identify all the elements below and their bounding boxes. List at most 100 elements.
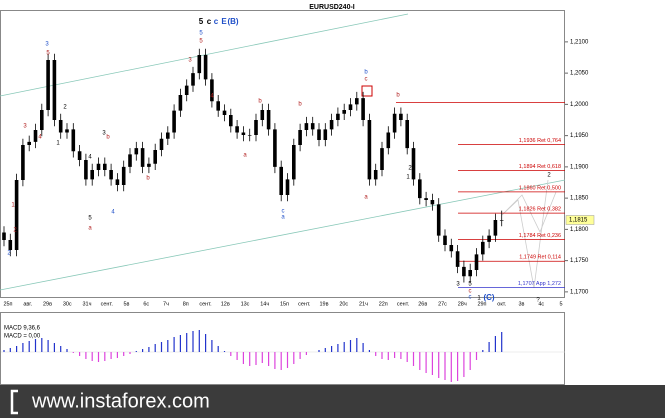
wave-label: 1	[477, 296, 481, 302]
wave-label: a	[364, 195, 368, 201]
candle-body	[392, 113, 397, 133]
candle-body	[229, 115, 233, 127]
candle-body	[336, 113, 340, 120]
y-tick-label: 1,1800	[570, 227, 589, 233]
wave-label: 5	[199, 17, 204, 26]
candle-body	[424, 198, 428, 200]
candle-body	[140, 148, 145, 167]
wave-label: ?	[536, 298, 540, 304]
brand: www.instaforex.com	[31, 390, 210, 412]
candle-body	[348, 104, 353, 110]
candle-body	[33, 130, 38, 142]
candle-body	[411, 148, 416, 180]
candle-body	[84, 160, 88, 180]
candle-body	[468, 270, 472, 277]
y-tick-label: 1,2000	[570, 102, 589, 108]
y-tick-label: 1,1900	[570, 164, 589, 170]
level-label: 1,1707 App 1,272	[518, 281, 561, 287]
wave-label: 3	[188, 58, 192, 64]
candle-body	[241, 132, 246, 135]
target-box	[361, 85, 373, 97]
x-tick-label: 6с	[143, 301, 149, 307]
candle-body	[279, 166, 283, 195]
x-tick-label: 29п	[477, 301, 486, 307]
candle-body	[8, 240, 13, 250]
candle-body	[247, 135, 252, 136]
candle-body	[304, 123, 309, 130]
candle-body	[499, 220, 504, 221]
candle-body	[373, 170, 378, 180]
x-tick-label: 19в	[319, 301, 328, 307]
wave-label: 3	[456, 282, 460, 288]
wave-label: 1	[406, 175, 410, 181]
candle-body	[386, 132, 391, 149]
x-tick-label: 28ч	[458, 301, 467, 307]
candle-body	[474, 254, 479, 270]
candle-body	[121, 166, 126, 185]
candle-body	[109, 170, 113, 180]
candle-body	[21, 145, 25, 180]
candle-body	[449, 245, 454, 252]
candle-body	[178, 95, 183, 111]
wave-label: 4	[111, 210, 115, 216]
wave-label: (C)	[483, 293, 494, 302]
candle-body	[260, 110, 265, 120]
candle-body	[103, 163, 107, 170]
x-tick-label: 20с	[339, 301, 348, 307]
y-tick-label: 1,1700	[570, 289, 589, 295]
wave-label: 4	[38, 135, 42, 141]
level-label: 1,1936 Ret 0,764	[519, 138, 561, 144]
wave-label: c	[207, 17, 212, 26]
wave-label: 3	[102, 131, 106, 137]
candle-body	[430, 200, 435, 205]
wave-label: 2	[7, 251, 11, 257]
x-tick-label: 12в	[221, 301, 230, 307]
macd-value: MACD = 0,00	[4, 334, 41, 340]
candle-body	[58, 120, 63, 133]
y-tick-label: 1,1750	[570, 258, 589, 264]
candle-body	[361, 98, 365, 120]
candle-body	[71, 129, 76, 152]
candle-body	[147, 163, 151, 167]
wave-label: b	[298, 102, 302, 108]
candle-body	[203, 55, 208, 80]
wave-label: 1	[11, 203, 15, 209]
x-tick-label: 29в	[43, 301, 52, 307]
candle-body	[77, 151, 82, 160]
candle-body	[367, 120, 372, 180]
price-label: 1,1815	[569, 218, 588, 224]
wave-label: 5	[88, 216, 92, 222]
candle-body	[266, 110, 271, 130]
wave-label: 5	[199, 31, 203, 37]
macd-frame	[0, 312, 565, 385]
wave-label: c	[282, 209, 285, 215]
wave-label: 4	[88, 155, 92, 161]
x-tick-label: 8п	[183, 301, 189, 307]
x-tick-label: 27с	[438, 301, 447, 307]
level-label: 1,1784 Ret 0,236	[519, 233, 561, 239]
candle-body	[191, 73, 195, 86]
candle-body	[134, 148, 139, 155]
candle-body	[462, 266, 466, 277]
price-marker	[565, 215, 595, 225]
wave-label: 2	[547, 173, 551, 179]
candle-body	[52, 60, 57, 120]
x-tick-label: 3в	[519, 301, 525, 307]
wave-label: c	[469, 289, 472, 295]
chart-title: EURUSD240-I	[309, 4, 355, 11]
x-tick-label: 5	[559, 301, 562, 307]
level-label: 1,1826 Ret 0,382	[519, 207, 561, 213]
candle-body	[405, 120, 409, 149]
candle-body	[197, 55, 202, 74]
x-tick-label: 31ч	[83, 301, 92, 307]
x-tick-label: 7ч	[163, 301, 169, 307]
x-tick-label: авг.	[23, 301, 32, 307]
candle-body	[2, 232, 6, 240]
candle-body	[436, 204, 441, 236]
x-tick-label: 30с	[63, 301, 72, 307]
wave-label: c	[469, 295, 472, 301]
candle-body	[273, 129, 277, 167]
candle-body	[153, 150, 157, 164]
candle-body	[40, 110, 44, 130]
